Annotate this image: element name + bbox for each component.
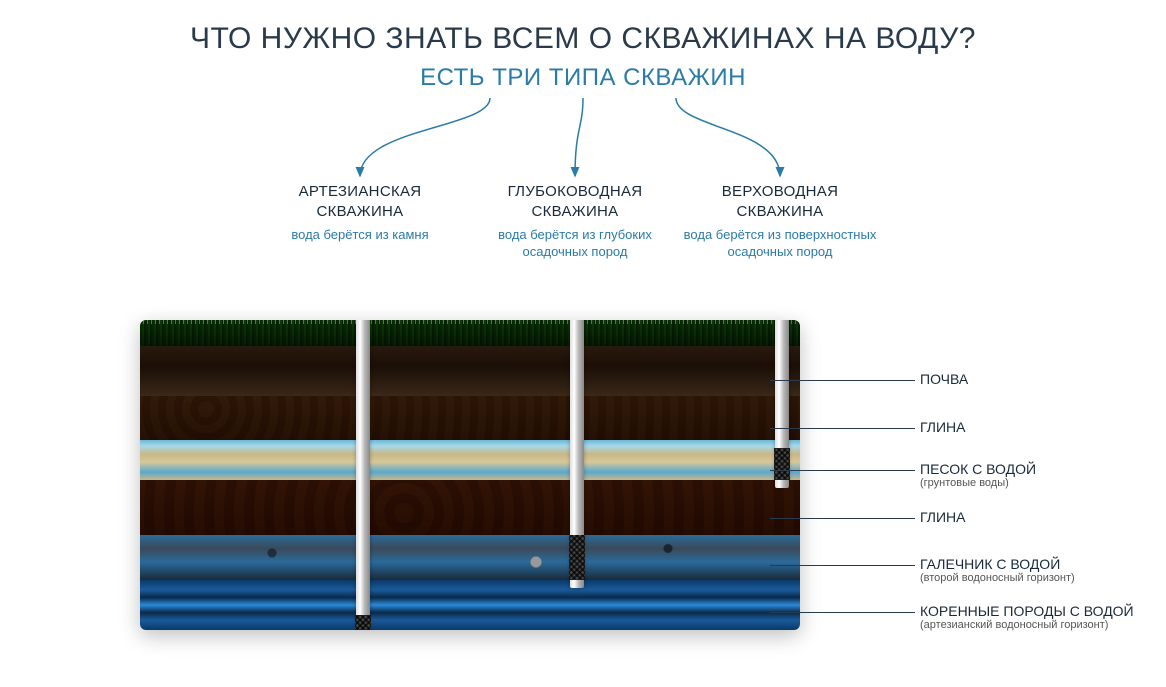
- main-title: ЧТО НУЖНО ЗНАТЬ ВСЕМ О СКВАЖИНАХ НА ВОДУ…: [0, 0, 1166, 56]
- soil-layer: [140, 440, 800, 480]
- well-title: ГЛУБОКОВОДНАЯСКВАЖИНА: [475, 182, 675, 221]
- layer-sublabel: (артезианский водоносный горизонт): [920, 619, 1134, 631]
- well-pipe: [356, 320, 370, 630]
- well-pipe: [775, 320, 789, 488]
- well-filter: [355, 615, 371, 630]
- layer-label: ПЕСОК С ВОДОЙ(грунтовые воды): [920, 461, 1036, 489]
- well-filter: [569, 535, 585, 580]
- label-leader-line: [770, 518, 915, 519]
- layer-sublabel: (грунтовые воды): [920, 477, 1036, 489]
- label-leader-line: [770, 565, 915, 566]
- soil-layer: [140, 346, 800, 396]
- well-pipe: [570, 320, 584, 588]
- well-column: ГЛУБОКОВОДНАЯСКВАЖИНА вода берётся из глу…: [475, 182, 675, 261]
- cross-section: [140, 320, 800, 630]
- label-leader-line: [770, 380, 915, 381]
- soil-layer: [140, 480, 800, 535]
- well-desc: вода берётся из камня: [260, 227, 460, 244]
- well-column: АРТЕЗИАНСКАЯСКВАЖИНА вода берётся из камн…: [260, 182, 460, 244]
- layer-label: ГЛИНА: [920, 419, 966, 435]
- layer-sublabel: (второй водоносный горизонт): [920, 572, 1075, 584]
- label-leader-line: [770, 428, 915, 429]
- well-desc: вода берётся из глубоких осадочных пород: [475, 227, 675, 261]
- well-desc: вода берётся из поверхностных осадочных …: [680, 227, 880, 261]
- layer-label: КОРЕННЫЕ ПОРОДЫ С ВОДОЙ(артезианский вод…: [920, 603, 1134, 631]
- label-leader-line: [770, 612, 915, 613]
- layer-label: ПОЧВА: [920, 371, 968, 387]
- well-title: ВЕРХОВОДНАЯСКВАЖИНА: [680, 182, 880, 221]
- label-leader-line: [770, 470, 915, 471]
- soil-layer: [140, 535, 800, 580]
- well-filter: [774, 448, 790, 480]
- well-title: АРТЕЗИАНСКАЯСКВАЖИНА: [260, 182, 460, 221]
- arrows-svg: [0, 88, 1166, 188]
- soil-layer: [140, 580, 800, 630]
- layer-label: ГЛИНА: [920, 509, 966, 525]
- layer-grass: [140, 320, 800, 346]
- subtitle: ЕСТЬ ТРИ ТИПА СКВАЖИН: [0, 64, 1166, 92]
- soil-layer: [140, 396, 800, 440]
- well-column: ВЕРХОВОДНАЯСКВАЖИНА вода берётся из повер…: [680, 182, 880, 261]
- layer-label: ГАЛЕЧНИК С ВОДОЙ(второй водоносный гориз…: [920, 556, 1075, 584]
